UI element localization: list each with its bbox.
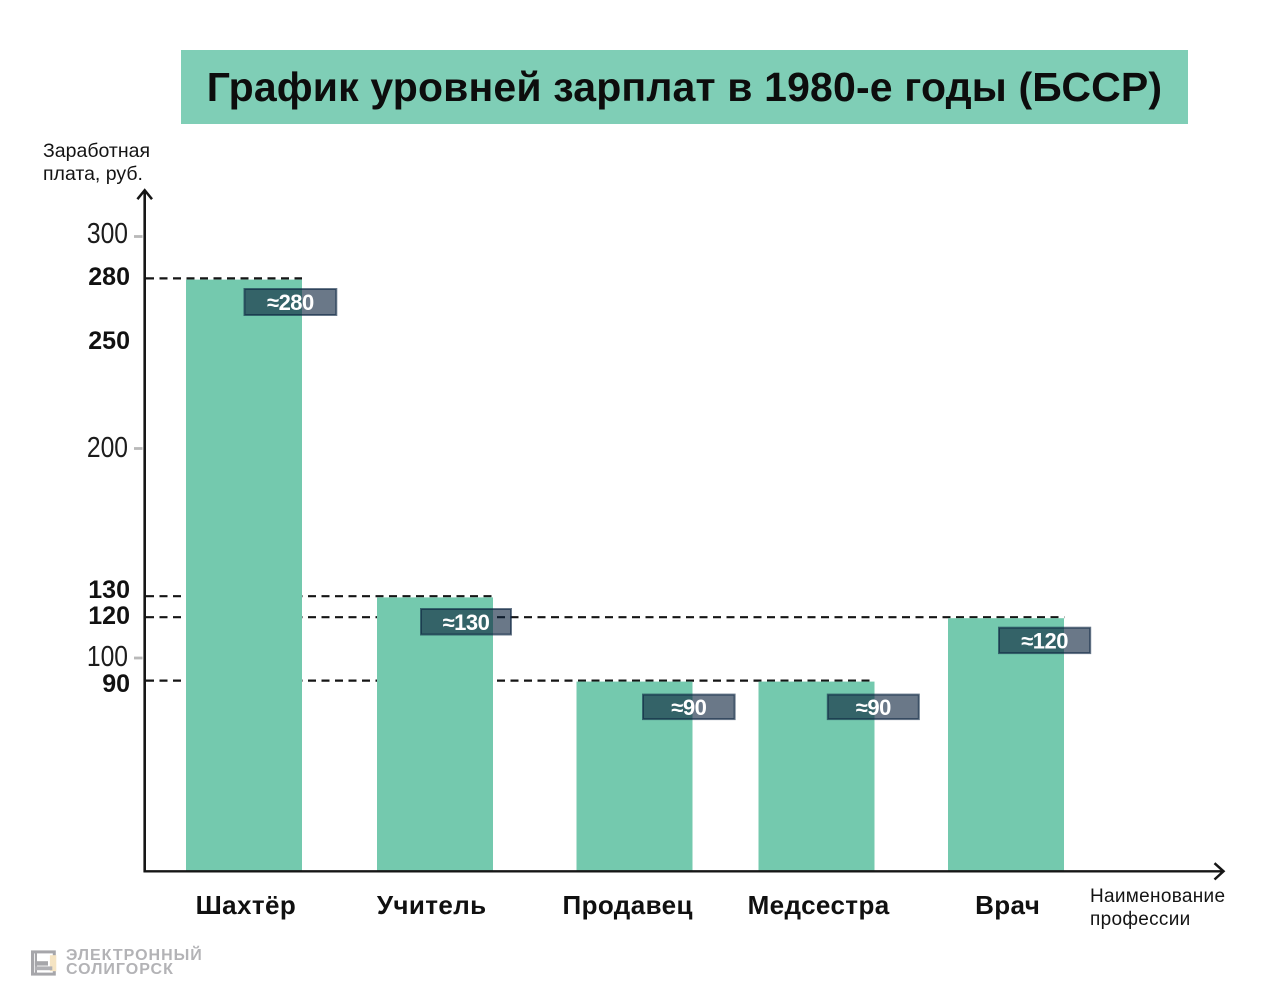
svg-text:≈120: ≈120 xyxy=(1021,628,1068,653)
svg-text:≈90: ≈90 xyxy=(671,695,706,720)
svg-text:≈280: ≈280 xyxy=(267,290,314,315)
svg-text:≈130: ≈130 xyxy=(443,610,490,635)
svg-text:≈90: ≈90 xyxy=(856,695,891,720)
